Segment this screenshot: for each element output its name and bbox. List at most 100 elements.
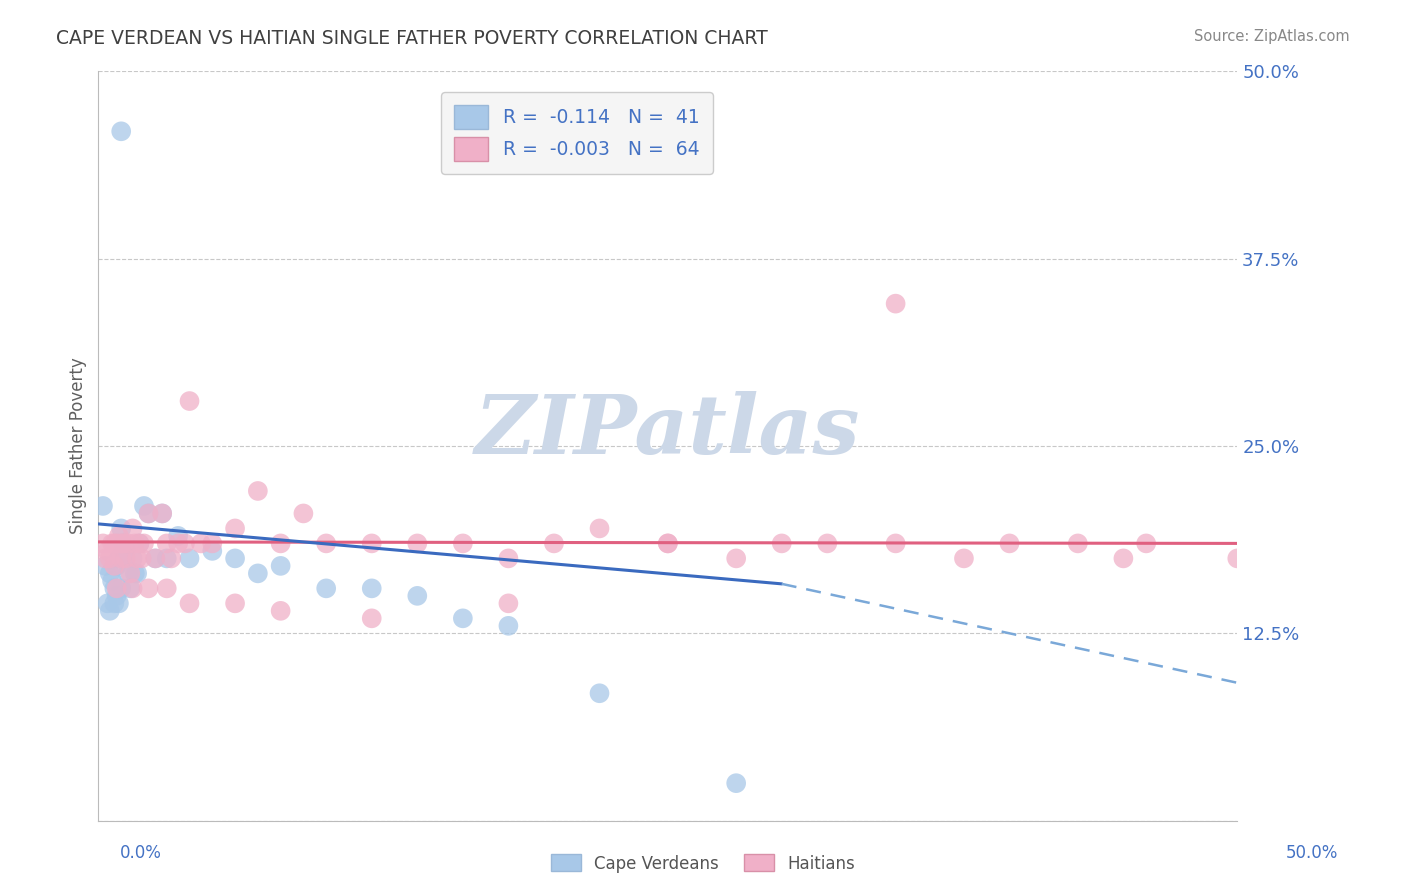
Point [124,566,146,581]
Point [98,604,121,618]
Point [120,566,142,581]
Point [588,686,610,700]
Point [145,551,167,566]
Point [156,582,179,596]
Point [103,582,125,596]
Point [451,611,474,625]
Point [657,536,679,550]
Point [156,551,179,566]
Point [360,582,382,596]
Point [179,551,201,566]
Point [105,582,128,596]
Point [105,558,128,573]
Point [127,551,149,566]
Point [224,596,246,610]
Point [815,536,838,550]
Point [246,483,269,498]
Point [96,596,118,610]
Point [167,529,190,543]
Point [406,536,429,550]
Point [94,551,117,566]
Point [270,536,292,550]
Point [110,582,132,596]
Point [315,582,337,596]
Point [201,544,224,558]
Point [131,551,153,566]
Point [117,536,139,550]
Point [498,551,520,566]
Text: Source: ZipAtlas.com: Source: ZipAtlas.com [1194,29,1350,44]
Point [132,499,155,513]
Point [105,589,128,603]
Point [110,521,132,535]
Point [292,507,315,521]
Legend: R =  -0.114   N =  41, R =  -0.003   N =  64: R = -0.114 N = 41, R = -0.003 N = 64 [441,92,713,174]
Point [770,536,793,550]
Point [110,124,132,138]
Point [360,536,382,550]
Point [1226,551,1249,566]
Point [360,611,382,625]
Point [108,551,131,566]
Point [498,596,520,610]
Point [94,558,117,573]
Point [101,536,124,550]
Point [884,536,907,550]
Point [112,536,135,550]
Text: ZIPatlas: ZIPatlas [475,391,860,471]
Point [246,566,269,581]
Point [167,536,190,550]
Point [174,536,197,550]
Point [128,536,150,550]
Point [105,536,128,550]
Point [138,507,160,521]
Point [725,551,748,566]
Point [725,776,748,790]
Point [114,551,136,566]
Point [98,551,121,566]
Point [270,558,292,573]
Point [406,589,429,603]
Point [121,521,143,535]
Point [451,536,474,550]
Point [315,536,337,550]
Point [91,536,114,550]
Point [124,536,146,550]
Point [179,596,201,610]
Point [588,521,610,535]
Point [179,394,201,409]
Point [543,536,565,550]
Point [103,558,125,573]
Point [498,619,520,633]
Point [190,536,212,550]
Point [657,536,679,550]
Point [101,574,124,588]
Text: 50.0%: 50.0% [1286,844,1339,862]
Point [156,536,179,550]
Text: 0.0%: 0.0% [120,844,162,862]
Point [120,582,142,596]
Point [201,536,224,550]
Point [108,529,131,543]
Point [224,551,246,566]
Point [127,566,149,581]
Legend: Cape Verdeans, Haitians: Cape Verdeans, Haitians [544,847,862,880]
Point [110,551,132,566]
Point [121,582,143,596]
Point [132,536,155,550]
Point [138,582,160,596]
Point [150,507,173,521]
Point [103,596,125,610]
Point [121,551,143,566]
Point [128,536,150,550]
Point [998,536,1021,550]
Point [953,551,976,566]
Point [270,604,292,618]
Point [1067,536,1090,550]
Point [110,536,132,550]
Point [108,596,131,610]
Point [91,499,114,513]
Text: CAPE VERDEAN VS HAITIAN SINGLE FATHER POVERTY CORRELATION CHART: CAPE VERDEAN VS HAITIAN SINGLE FATHER PO… [56,29,768,47]
Point [112,536,135,550]
Point [224,521,246,535]
